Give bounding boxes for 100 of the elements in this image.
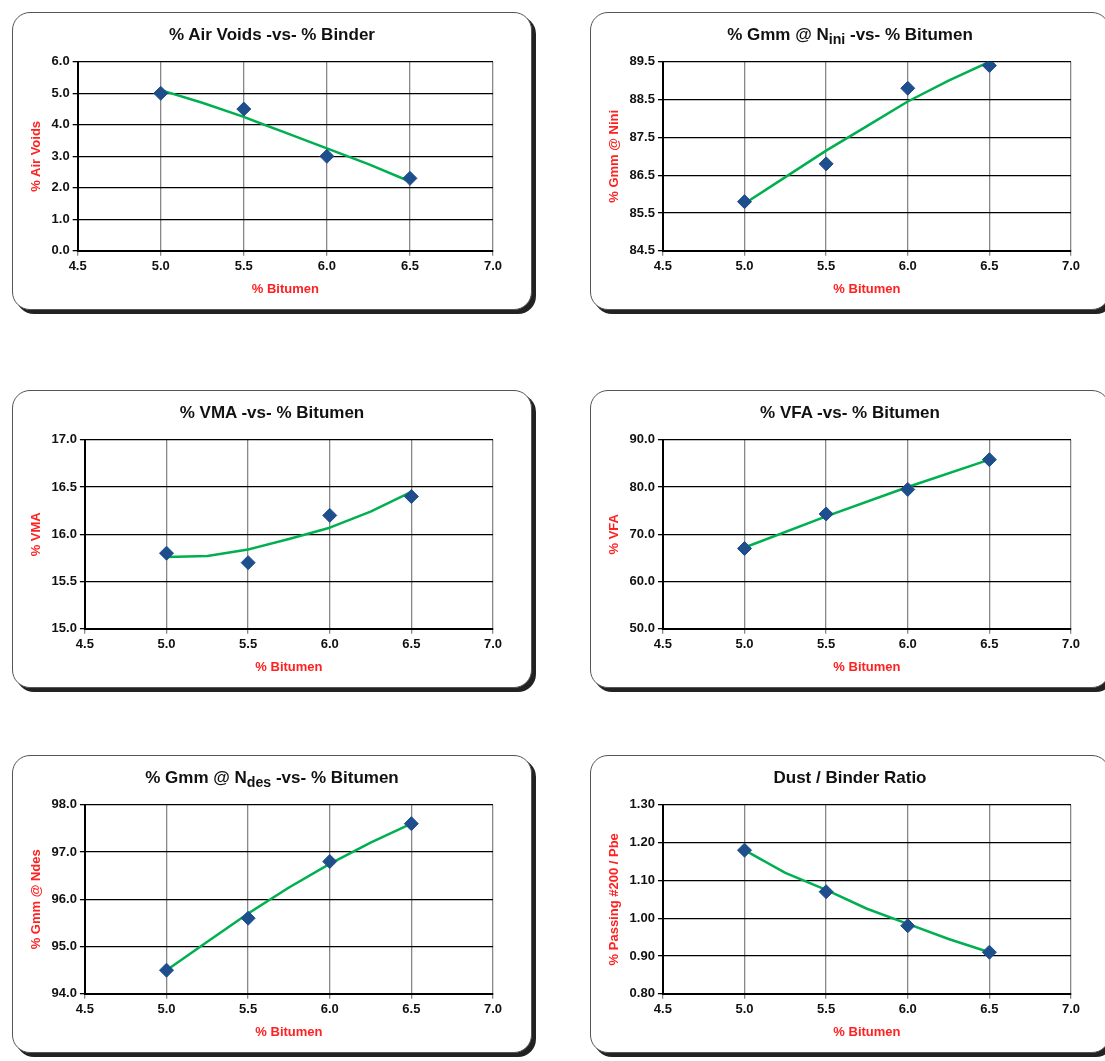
x-tick-label: 6.5 [402,636,421,652]
point [402,170,418,186]
point [900,918,916,934]
x-tick-label: 5.0 [735,1001,754,1017]
x-tick-label: 7.0 [1061,1001,1081,1017]
x-tick-label: 5.0 [157,1001,176,1017]
y-tick-label: 95.0 [51,938,77,954]
chart-title: % Gmm @ N$_{des}$ -vs- % Bitumen [144,768,400,791]
x-tick-label: 4.5 [653,1001,672,1017]
point [153,85,169,101]
x-tick-label: 6.5 [980,1001,999,1017]
chart-title: % VMA -vs- % Bitumen [178,403,366,423]
y-tick-label: 60.0 [629,573,655,589]
x-tick-label: 6.0 [898,1001,917,1017]
x-tick-label: 6.5 [980,636,999,652]
point [981,944,997,960]
y-tick-label: 94.0 [51,985,77,1001]
x-tick-label: 6.0 [317,258,336,274]
x-tick-label: 6.5 [400,258,419,274]
x-tick-label: 5.5 [234,258,253,274]
point [818,156,834,172]
y-axis-title: % VMA [28,511,44,557]
x-tick-label: 6.0 [320,636,339,652]
x-tick-label: 6.0 [898,636,917,652]
x-tick-label: 5.0 [151,258,170,274]
x-tick-label: 7.0 [483,1001,503,1017]
x-tick-label: 5.0 [157,636,176,652]
y-tick-label: 89.5 [629,53,655,69]
x-tick-label: 4.5 [653,636,672,652]
chart-title: Dust / Binder Ratio [772,768,928,788]
y-tick-label: 3.0 [51,147,70,163]
y-tick-label: 16.5 [51,478,77,494]
y-tick-label: 97.0 [51,843,77,859]
y-tick-label: 5.0 [51,84,70,100]
y-tick-label: 96.0 [51,890,77,906]
y-axis-title: % Gmm @ Ndes [28,849,44,950]
point [236,101,252,117]
y-tick-label: 15.5 [51,573,77,589]
x-tick-label: 6.0 [320,1001,339,1017]
x-tick-label: 7.0 [483,636,503,652]
point [818,506,834,522]
point [737,194,753,210]
y-tick-label: 50.0 [629,620,655,636]
y-tick-label: 1.10 [629,871,655,887]
x-axis-title: % Bitumen [255,1023,323,1039]
x-tick-label: 5.5 [817,258,836,274]
y-tick-label: 1.00 [629,909,655,925]
x-tick-label: 7.0 [1061,258,1081,274]
x-tick-label: 5.5 [239,636,258,652]
x-tick-label: 4.5 [653,258,672,274]
y-tick-label: 90.0 [629,431,655,447]
point [403,489,419,504]
y-axis-title: % Air Voids [28,120,44,192]
point [900,80,916,96]
point [737,842,753,858]
point [322,854,338,869]
x-tick-label: 5.5 [239,1001,258,1017]
y-tick-label: 0.90 [629,947,655,963]
y-axis-title: % VFA [606,513,622,555]
point [240,555,256,571]
point [981,61,997,74]
y-tick-label: 1.0 [51,210,70,226]
y-tick-label: 84.5 [629,242,655,258]
y-tick-label: 15.0 [51,620,77,636]
x-tick-label: 4.5 [75,1001,94,1017]
x-axis-title: % Bitumen [833,1023,901,1039]
y-tick-label: 87.5 [629,128,655,144]
y-tick-label: 4.0 [51,116,70,132]
x-axis-title: % Bitumen [251,280,319,296]
point [319,148,335,164]
x-tick-label: 6.5 [980,258,999,274]
x-tick-label: 7.0 [483,258,503,274]
y-tick-label: 80.0 [629,478,655,494]
y-tick-label: 16.0 [51,525,77,541]
point [322,507,338,523]
y-tick-label: 17.0 [51,431,77,447]
point [159,545,175,561]
x-tick-label: 6.5 [402,1001,421,1017]
x-tick-label: 7.0 [1061,636,1081,652]
x-axis-title: % Bitumen [255,658,323,674]
x-axis-title: % Bitumen [833,658,901,674]
point [981,452,997,468]
y-axis-title: % Passing #200 / Pbe [606,833,622,966]
x-tick-label: 5.5 [817,1001,836,1017]
y-tick-label: 85.5 [629,204,655,220]
y-axis-title: % Gmm @ Nini [606,109,622,203]
y-tick-label: 0.0 [51,242,70,258]
y-tick-label: 86.5 [629,166,655,182]
y-tick-label: 2.0 [51,179,70,195]
y-tick-label: 0.80 [629,985,655,1001]
chart-title: % Gmm @ N$_{ini}$ -vs- % Bitumen [726,25,974,48]
y-tick-label: 70.0 [629,525,655,541]
point [240,910,256,926]
x-tick-label: 5.0 [735,258,754,274]
point [818,884,834,900]
point [737,540,753,556]
y-tick-label: 6.0 [51,53,70,69]
x-tick-label: 6.0 [898,258,917,274]
x-tick-label: 5.0 [735,636,754,652]
point [403,816,419,832]
